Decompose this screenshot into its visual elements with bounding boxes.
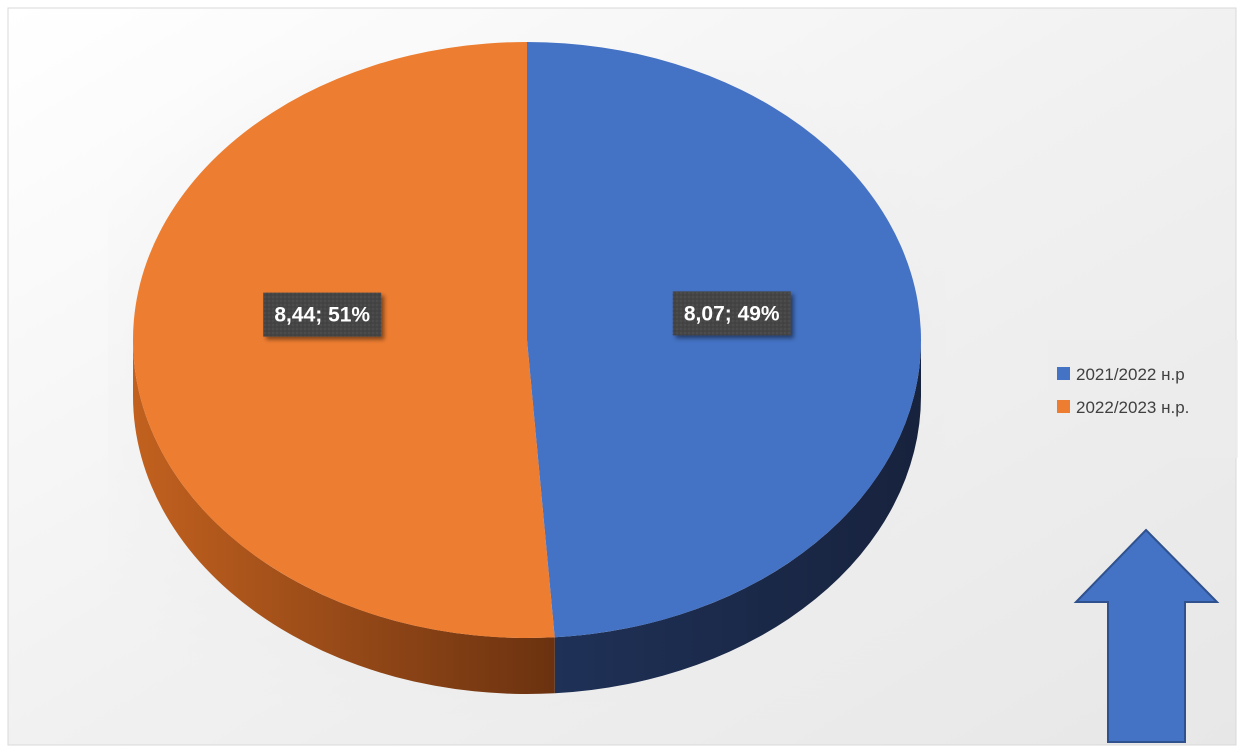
data-label-2022-2023: 8,44; 51%: [263, 292, 382, 337]
data-label-box: [263, 292, 382, 337]
data-labels: 8,07; 49% 8,44; 51%: [263, 291, 791, 337]
pie-group: [132, 42, 921, 694]
legend-swatch-2022: [1057, 400, 1070, 413]
pie-side-2021-2022: [554, 340, 921, 694]
legend-label-2021: 2021/2022 н.р: [1076, 365, 1185, 384]
pie-side-2022-2023: [133, 340, 555, 694]
legend-swatch-2021: [1057, 367, 1070, 380]
legend: 2021/2022 н.р 2022/2023 н.р.: [1048, 340, 1238, 458]
data-label-text: 8,07; 49%: [684, 302, 780, 325]
data-label-text: 8,44; 51%: [274, 304, 370, 327]
data-label-2021-2022: 8,07; 49%: [672, 291, 791, 336]
arrow-up-icon: [1073, 528, 1220, 743]
pie-slice-2021-2022: [527, 42, 921, 638]
data-label-box: [672, 291, 791, 336]
legend-label-2022: 2022/2023 н.р.: [1076, 398, 1189, 417]
legend-background: [1048, 340, 1238, 458]
pie-slice-2022-2023: [132, 42, 555, 639]
